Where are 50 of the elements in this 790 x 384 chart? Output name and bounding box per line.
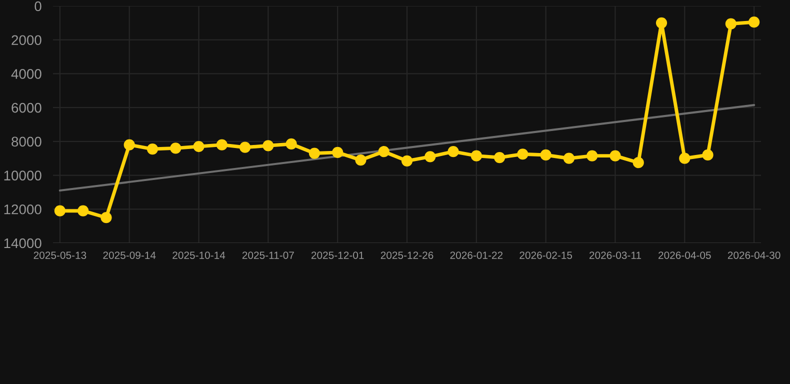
- y-tick-label: 4000: [11, 69, 42, 79]
- point: [470, 150, 482, 162]
- point: [448, 146, 459, 158]
- x-tick-label: 2025-12-26: [380, 252, 434, 259]
- point: [170, 142, 182, 154]
- x-tick-label: 2026-01-22: [450, 252, 503, 259]
- y-tick-label: 0: [34, 1, 42, 12]
- point: [308, 148, 320, 159]
- point: [78, 205, 89, 216]
- y-tick-label: 10000: [4, 170, 42, 180]
- point: [632, 157, 644, 168]
- point: [193, 140, 204, 152]
- y-tick-label: 14000: [4, 238, 42, 248]
- point: [124, 139, 135, 150]
- x-tick-label: 2025-05-13: [34, 252, 86, 259]
- point: [679, 152, 690, 164]
- point: [401, 155, 413, 166]
- point: [54, 205, 66, 216]
- x-tick-label: 2025-11-07: [242, 252, 294, 259]
- x-tick-label: 2026-02-15: [520, 252, 572, 259]
- point: [424, 151, 436, 162]
- point: [517, 148, 528, 160]
- point: [656, 17, 668, 28]
- point: [332, 146, 344, 158]
- x-tick-label: 2026-04-30: [728, 252, 780, 259]
- x-tick-label: 2026-04-05: [658, 252, 711, 259]
- x-tick-label: 2025-10-14: [172, 252, 226, 259]
- point: [586, 150, 598, 162]
- point: [748, 16, 760, 28]
- y-tick-label: 8000: [12, 136, 42, 147]
- y-tick-label: 12000: [4, 204, 42, 214]
- point: [494, 152, 506, 164]
- point: [725, 18, 736, 30]
- point: [286, 138, 297, 150]
- x-tick-label: 2025-12-01: [311, 252, 364, 259]
- point: [378, 146, 390, 158]
- point: [239, 142, 251, 153]
- point: [146, 143, 158, 155]
- point: [355, 154, 366, 166]
- point: [563, 152, 575, 164]
- x-tick-label: 2026-03-11: [590, 252, 641, 259]
- point: [540, 149, 552, 161]
- x-tick-label: 2025-09-14: [103, 252, 156, 259]
- y-tick-label: 6000: [12, 102, 42, 113]
- point: [610, 150, 621, 162]
- point: [100, 212, 112, 224]
- point: [216, 139, 228, 150]
- point: [702, 149, 714, 161]
- point: [262, 140, 274, 152]
- y-tick-label: 2000: [12, 35, 42, 46]
